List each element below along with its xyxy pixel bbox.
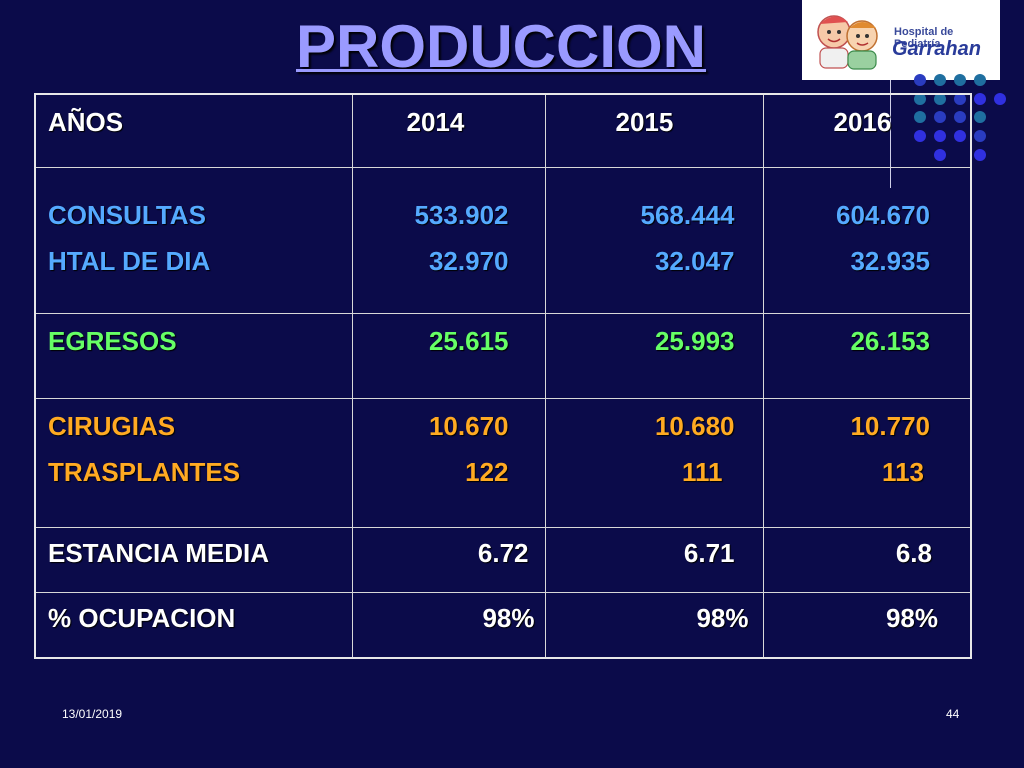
table-cell: 6.71 (544, 527, 764, 593)
page-title: PRODUCCION (296, 13, 707, 80)
table-cell: 568.444 32.047 (544, 167, 764, 314)
table-cell: 10.670 122 (351, 398, 546, 528)
year-2015: 2015 (615, 107, 674, 137)
estancia-2014: 6.72 (477, 538, 529, 568)
table-cell: CONSULTAS HTAL DE DIA (34, 167, 353, 314)
htal-dia-2014: 32.970 (428, 246, 509, 276)
consultas-2015: 568.444 (640, 200, 735, 230)
ocupacion-2015: 98% (696, 603, 749, 633)
table-cell: AÑOS (34, 93, 353, 168)
production-table: AÑOS 2014 2015 2016 CONSULTAS HTAL DE DI… (34, 93, 972, 659)
estancia-2015: 6.71 (683, 538, 735, 568)
ocupacion-2016: 98% (885, 603, 938, 633)
htal-dia-2016: 32.935 (850, 246, 930, 276)
year-2016: 2016 (833, 107, 892, 137)
table-cell: 25.615 (351, 313, 546, 399)
dot (994, 93, 1006, 105)
table-cell: 98% (351, 592, 546, 659)
table-cell: CIRUGIAS TRASPLANTES (34, 398, 353, 528)
table-row-header: AÑOS 2014 2015 2016 (34, 93, 972, 168)
trasplantes-2014: 122 (465, 457, 509, 487)
egresos-label: EGRESOS (48, 326, 177, 356)
consultas-2014: 533.902 (414, 200, 509, 230)
htal-dia-2015: 32.047 (654, 246, 735, 276)
table-cell: ESTANCIA MEDIA (34, 527, 353, 593)
table-cell: % OCUPACION (34, 592, 353, 659)
table-cell: 10.680 111 (544, 398, 764, 528)
table-row-ocupacion: % OCUPACION 98% 98% 98% (34, 592, 972, 659)
cirugias-label: CIRUGIAS (48, 411, 176, 441)
logo-line-2: Garrahan (892, 38, 981, 60)
dot (974, 111, 986, 123)
egresos-2015: 25.993 (654, 326, 735, 356)
estancia-2016: 6.8 (895, 538, 932, 568)
table-row-egresos: EGRESOS 25.615 25.993 26.153 (34, 313, 972, 399)
egresos-2014: 25.615 (428, 326, 509, 356)
dot (974, 93, 986, 105)
dot (934, 74, 946, 86)
header-label: AÑOS (48, 107, 124, 137)
children-mascot-icon (817, 15, 878, 70)
dot (974, 74, 986, 86)
table-cell: 6.72 (351, 527, 546, 593)
ocupacion-label: % OCUPACION (48, 603, 236, 633)
table-cell: 604.670 32.935 (762, 167, 972, 314)
logo-line-1: Hospital de Pediatría (894, 26, 954, 50)
table-cell: EGRESOS (34, 313, 353, 399)
htal-dia-label: HTAL DE DIA (48, 246, 211, 276)
consultas-2016: 604.670 (836, 200, 930, 230)
egresos-2016: 26.153 (850, 326, 930, 356)
table-cell: 2014 (351, 93, 546, 168)
trasplantes-2015: 111 (681, 457, 723, 487)
table-cell: 26.153 (762, 313, 972, 399)
table-cell: 2016 (762, 93, 972, 168)
cirugias-2014: 10.670 (428, 411, 509, 441)
estancia-label: ESTANCIA MEDIA (48, 538, 269, 568)
table-cell: 25.993 (544, 313, 764, 399)
dot (974, 130, 986, 142)
trasplantes-2016: 113 (882, 457, 924, 487)
footer-page-number: 44 (946, 707, 960, 721)
cirugias-2016: 10.770 (850, 411, 930, 441)
table-cell: 98% (544, 592, 764, 659)
dot (954, 74, 966, 86)
table-row-cirugias: CIRUGIAS TRASPLANTES 10.670 122 10.680 1… (34, 398, 972, 528)
table-row-consultas: CONSULTAS HTAL DE DIA 533.902 32.970 568… (34, 167, 972, 314)
table-cell: 2015 (544, 93, 764, 168)
dot (974, 149, 986, 161)
footer-date: 13/01/2019 (62, 707, 123, 721)
table-row-estancia: ESTANCIA MEDIA 6.72 6.71 6.8 (34, 527, 972, 593)
table-cell: 10.770 113 (762, 398, 972, 528)
consultas-label: CONSULTAS (48, 200, 206, 230)
table-cell: 533.902 32.970 (351, 167, 546, 314)
trasplantes-label: TRASPLANTES (48, 457, 241, 487)
dot (914, 74, 926, 86)
year-2014: 2014 (406, 107, 465, 137)
ocupacion-2014: 98% (482, 603, 535, 633)
hospital-logo: Hospital de Pediatría Garrahan (802, 0, 1000, 80)
table-cell: 98% (762, 592, 972, 659)
table-cell: 6.8 (762, 527, 972, 593)
cirugias-2015: 10.680 (654, 411, 735, 441)
